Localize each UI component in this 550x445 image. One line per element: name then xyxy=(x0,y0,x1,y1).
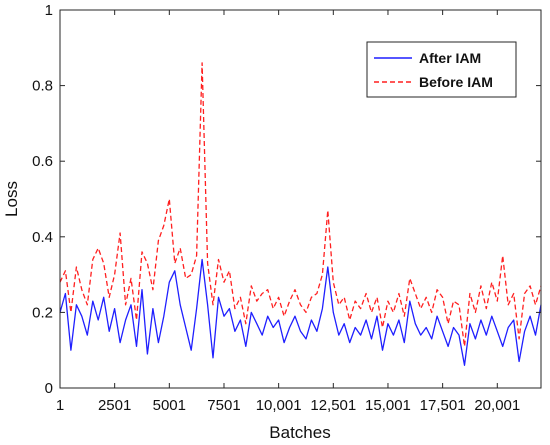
x-tick-label: 20,001 xyxy=(474,397,520,414)
x-tick-label: 10,001 xyxy=(256,397,302,414)
legend: After IAM Before IAM xyxy=(366,41,517,98)
y-axis-title: Loss xyxy=(2,181,21,217)
x-axis: 1 2501 5001 7501 10,001 12,501 15,001 17,501 20,… xyxy=(56,10,520,414)
plot-frame xyxy=(59,9,542,389)
x-tick-label: 17,501 xyxy=(420,397,466,414)
y-tick-label: 0.2 xyxy=(32,304,53,321)
y-axis: 0 0.2 0.4 0.6 0.8 1 xyxy=(32,2,541,397)
y-tick-label: 1 xyxy=(45,2,53,19)
legend-label-after-iam: After IAM xyxy=(419,50,481,66)
series-layer xyxy=(59,62,542,366)
y-tick-label: 0.6 xyxy=(32,153,53,170)
legend-label-before-iam: Before IAM xyxy=(419,74,493,90)
x-tick-label: 7501 xyxy=(207,397,240,414)
x-axis-title: Batches xyxy=(269,423,330,442)
x-tick-label: 12,501 xyxy=(310,397,356,414)
y-tick-label: 0.8 xyxy=(32,78,53,95)
x-tick-label: 5001 xyxy=(153,397,186,414)
series-line-before-iam xyxy=(59,62,542,348)
x-tick-label: 2501 xyxy=(98,397,131,414)
legend-box xyxy=(366,41,517,98)
x-tick-label: 15,001 xyxy=(365,397,411,414)
x-tick-label: 1 xyxy=(56,397,64,414)
y-tick-label: 0 xyxy=(45,380,53,397)
y-tick-label: 0.4 xyxy=(32,229,53,246)
series-line-after-iam xyxy=(59,258,542,366)
